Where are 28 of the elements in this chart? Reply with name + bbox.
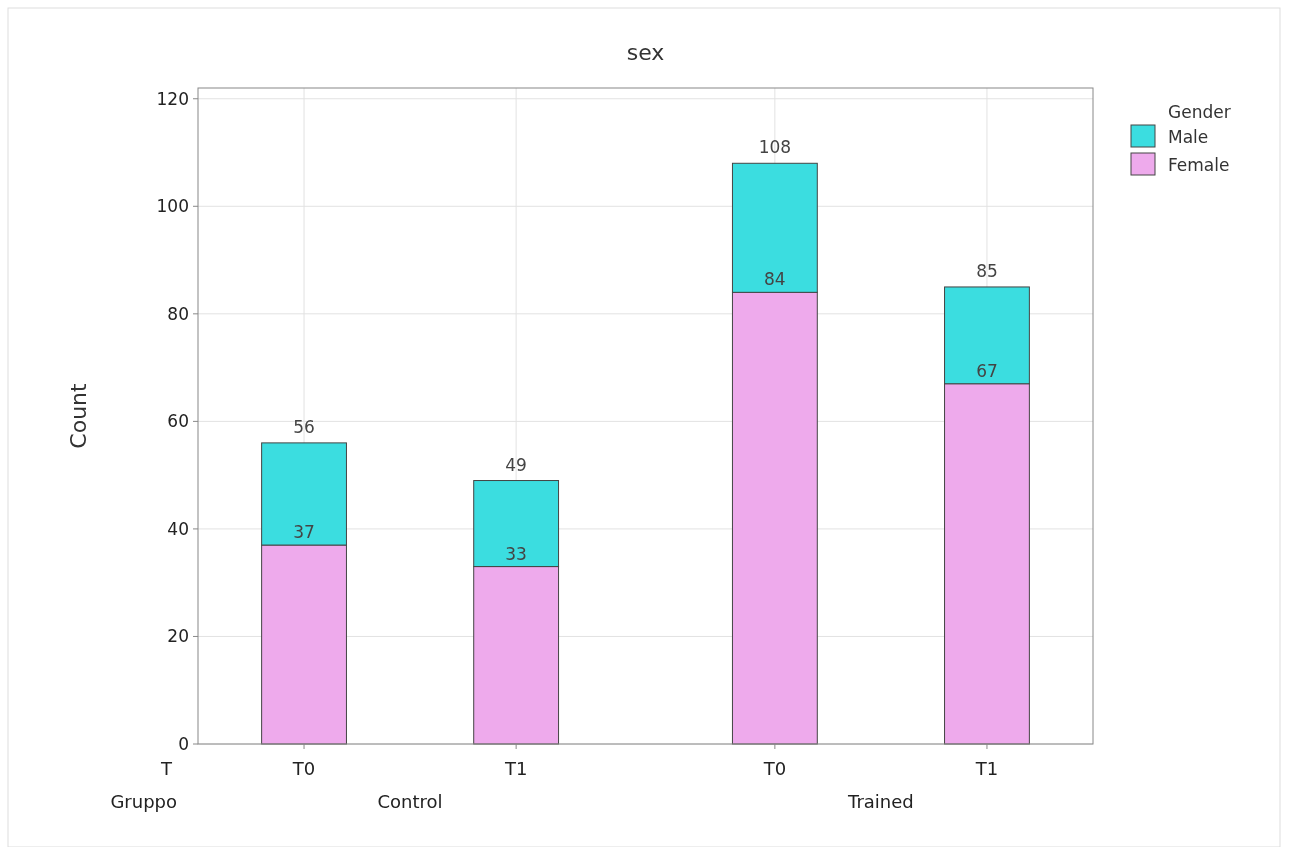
data-label: 67 xyxy=(976,360,998,381)
total-label: 85 xyxy=(976,260,998,281)
y-tick-label: 120 xyxy=(156,88,189,109)
text: T xyxy=(160,758,173,779)
y-tick-label: 40 xyxy=(167,518,189,539)
x-tick-label: T0 xyxy=(291,758,316,779)
data-label: 84 xyxy=(764,269,786,290)
text: Control xyxy=(377,791,443,812)
y-tick-label: 60 xyxy=(167,411,189,432)
y-tick-label: 0 xyxy=(178,733,189,754)
x-tick-label: T1 xyxy=(974,758,999,779)
x-tick-label: T1 xyxy=(503,758,528,779)
data-label: 37 xyxy=(293,522,315,543)
chart-title: sex xyxy=(626,40,665,65)
legend-label: Female xyxy=(1168,155,1230,175)
total-label: 108 xyxy=(758,137,792,158)
legend-label: Male xyxy=(1168,127,1209,147)
total-label: 49 xyxy=(505,454,527,475)
data-label: 33 xyxy=(505,543,527,564)
y-tick-label: 100 xyxy=(156,196,189,217)
y-tick-label: 80 xyxy=(167,303,189,324)
x-tick-label: T0 xyxy=(762,758,787,779)
y-tick-label: 20 xyxy=(167,626,189,647)
text: Trained xyxy=(847,791,914,812)
y-axis-title: Count xyxy=(66,382,91,449)
total-label: 56 xyxy=(293,416,315,437)
text: Gruppo xyxy=(110,791,177,812)
legend-title: Gender xyxy=(1168,102,1231,122)
